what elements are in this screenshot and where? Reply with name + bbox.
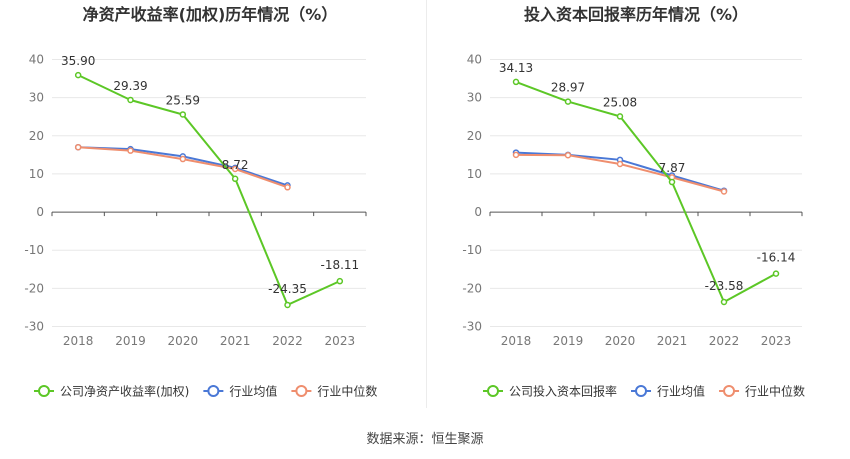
- data-point: [720, 298, 728, 306]
- legend-marker-icon: [295, 385, 308, 397]
- data-point: [179, 155, 187, 163]
- data-label: 35.90: [61, 54, 95, 68]
- legend-item: 行业中位数: [719, 384, 805, 399]
- legend-item: 行业均值: [203, 384, 277, 399]
- data-point: [74, 71, 82, 79]
- y-tick-label: 10: [29, 167, 44, 181]
- data-label: 25.08: [603, 95, 637, 109]
- x-tick-label: 2023: [761, 334, 792, 348]
- y-tick-label: -20: [24, 281, 44, 295]
- legend-item: 公司投入资本回报率: [483, 384, 617, 399]
- panel-divider: [426, 0, 427, 408]
- legend-marker-icon: [723, 385, 736, 397]
- chart-panel-1: 净资产收益率(加权)历年情况（%） 40 30 20 10 0 -10 -20 -30 2018 2…: [24, 5, 377, 399]
- data-point: [231, 165, 239, 173]
- legend-label: 行业均值: [657, 384, 705, 399]
- data-point: [564, 98, 572, 105]
- data-point: [284, 184, 291, 191]
- y-tick-label: -30: [462, 320, 482, 334]
- data-point: [668, 178, 676, 186]
- y-tick-label: -10: [24, 243, 44, 257]
- y-tick-label: 20: [29, 129, 44, 143]
- x-tick-label: 2021: [220, 334, 251, 348]
- series-line: [515, 80, 777, 304]
- chart-panel-2: 投入资本回报率历年情况（%） 40 30 20 10 0 -10 -20 -30 2018 2019…: [462, 5, 805, 399]
- y-tick-label: 30: [29, 91, 44, 105]
- data-label: 28.97: [551, 81, 585, 95]
- data-label: -16.14: [757, 251, 796, 265]
- data-label: 34.13: [499, 61, 533, 75]
- y-tick-label: -30: [24, 320, 44, 334]
- data-point: [284, 301, 291, 309]
- x-tick-label: 2023: [325, 334, 356, 348]
- y-tick-label: 20: [467, 129, 482, 143]
- y-tick-label: 40: [29, 53, 44, 67]
- data-point: [231, 175, 239, 183]
- x-tick-label: 2020: [605, 334, 636, 348]
- data-point: [616, 113, 624, 120]
- data-point: [616, 160, 624, 168]
- x-tick-label: 2019: [115, 334, 146, 348]
- legend-marker-icon: [38, 385, 50, 397]
- legend-label: 行业中位数: [317, 384, 377, 399]
- source-note: 数据来源：恒生聚源: [366, 432, 484, 447]
- data-point: [512, 78, 520, 86]
- data-point: [74, 143, 82, 151]
- y-tick-label: 0: [36, 205, 44, 219]
- series-line: [77, 74, 341, 307]
- legend-label: 行业中位数: [745, 384, 805, 399]
- legend-label: 公司净资产收益率(加权): [60, 384, 189, 399]
- y-tick-label: -20: [462, 281, 482, 295]
- legend-item: 行业均值: [631, 384, 705, 399]
- series-line: [78, 146, 288, 187]
- chart-title: 投入资本回报率历年情况（%）: [524, 5, 748, 24]
- data-label: 7.87: [659, 161, 686, 175]
- data-label: 29.39: [113, 79, 147, 93]
- data-point: [127, 147, 134, 154]
- y-tick-label: -10: [462, 243, 482, 257]
- legend-marker-icon: [207, 385, 220, 397]
- y-tick-label: 30: [467, 91, 482, 105]
- x-tick-label: 2022: [272, 334, 303, 348]
- legend-marker-icon: [487, 385, 499, 397]
- data-point: [127, 96, 134, 104]
- x-tick-label: 2019: [553, 334, 584, 348]
- chart-title: 净资产收益率(加权)历年情况（%）: [83, 5, 338, 24]
- data-label: -18.11: [320, 258, 359, 272]
- data-point: [179, 111, 187, 118]
- legend-item: 公司净资产收益率(加权): [34, 384, 189, 399]
- data-label: -23.58: [705, 279, 744, 293]
- x-tick-label: 2020: [168, 334, 199, 348]
- data-label: -24.35: [268, 282, 307, 296]
- data-point: [336, 277, 344, 285]
- x-tick-label: 2021: [657, 334, 688, 348]
- data-point: [564, 151, 572, 159]
- y-tick-label: 0: [474, 205, 482, 219]
- data-label: 25.59: [166, 93, 200, 107]
- x-tick-label: 2022: [709, 334, 740, 348]
- x-tick-label: 2018: [501, 334, 532, 348]
- x-tick-label: 2018: [63, 334, 94, 348]
- legend-marker-icon: [635, 385, 648, 397]
- legend-item: 行业中位数: [291, 384, 377, 399]
- y-tick-label: 40: [467, 53, 482, 67]
- y-tick-label: 10: [467, 167, 482, 181]
- legend-label: 行业均值: [229, 384, 277, 399]
- data-point: [720, 188, 728, 195]
- data-point: [512, 151, 520, 159]
- data-point: [772, 270, 780, 277]
- data-label: 8.72: [222, 158, 249, 172]
- legend-label: 公司投入资本回报率: [509, 384, 617, 399]
